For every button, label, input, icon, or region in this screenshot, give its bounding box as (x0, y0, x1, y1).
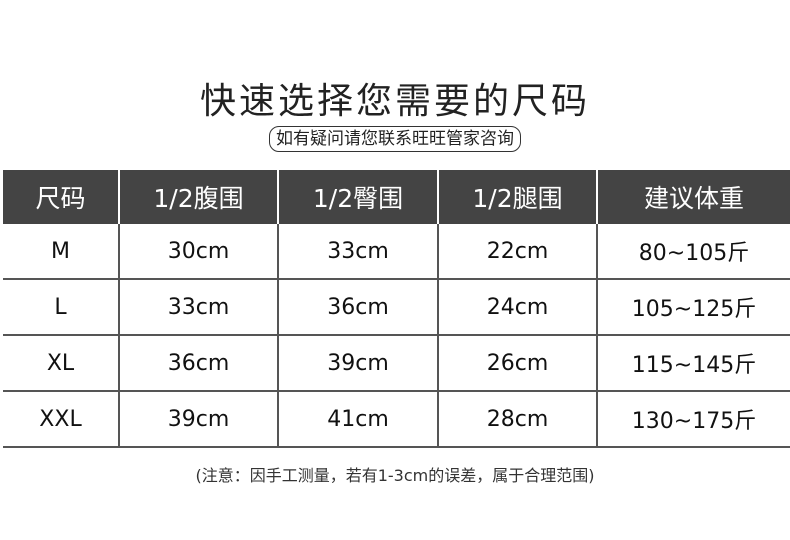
cell-size: XXL (3, 391, 119, 448)
cell-hip: 41cm (277, 391, 438, 448)
cell-weight: 130~175斤 (596, 391, 790, 448)
header-thigh: 1/2腿围 (437, 170, 597, 224)
cell-size: XL (3, 335, 119, 392)
cell-waist: 39cm (118, 391, 278, 448)
cell-hip: 39cm (277, 335, 438, 392)
cell-thigh: 22cm (437, 224, 597, 280)
table-row: M 30cm 33cm 22cm 80~105斤 (3, 224, 790, 280)
cell-thigh: 26cm (437, 335, 597, 392)
header-size: 尺码 (3, 170, 119, 224)
cell-hip: 36cm (277, 279, 438, 336)
header-weight: 建议体重 (596, 170, 790, 224)
header-hip: 1/2臀围 (277, 170, 438, 224)
table-row: XXL 39cm 41cm 28cm 130~175斤 (3, 391, 790, 448)
header-waist: 1/2腹围 (118, 170, 278, 224)
cell-hip: 33cm (277, 224, 438, 280)
cell-waist: 36cm (118, 335, 278, 392)
cell-waist: 33cm (118, 279, 278, 336)
size-table: 尺码 1/2腹围 1/2臀围 1/2腿围 建议体重 M 30cm 33cm 22cm 8… (3, 170, 790, 448)
table-row: XL 36cm 39cm 26cm 115~145斤 (3, 335, 790, 392)
cell-size: L (3, 279, 119, 336)
contact-note: 如有疑问请您联系旺旺管家咨询 (269, 126, 521, 152)
cell-weight: 115~145斤 (596, 335, 790, 392)
measurement-note: (注意：因手工测量，若有1-3cm的误差，属于合理范围) (195, 466, 595, 485)
table-row: L 33cm 36cm 24cm 105~125斤 (3, 279, 790, 336)
cell-size: M (3, 224, 119, 280)
cell-weight: 105~125斤 (596, 279, 790, 336)
table-header-row: 尺码 1/2腹围 1/2臀围 1/2腿围 建议体重 (3, 170, 790, 224)
page-title: 快速选择您需要的尺码 (199, 81, 590, 122)
cell-thigh: 28cm (437, 391, 597, 448)
cell-weight: 80~105斤 (596, 224, 790, 280)
cell-waist: 30cm (118, 224, 278, 280)
cell-thigh: 24cm (437, 279, 597, 336)
